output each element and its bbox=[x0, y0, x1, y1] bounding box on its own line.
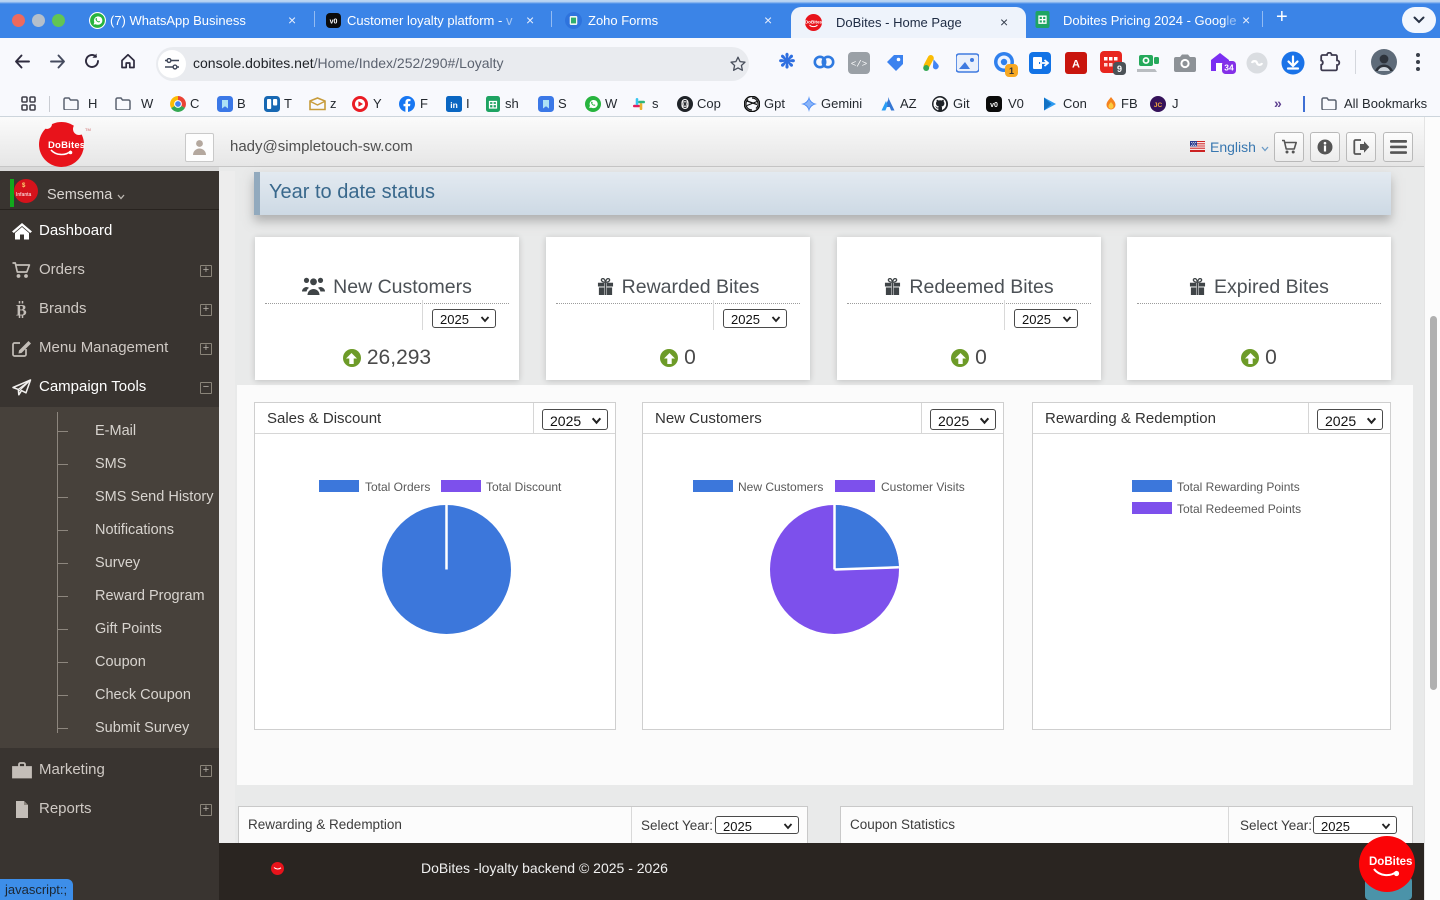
svg-text:B: B bbox=[16, 303, 27, 319]
svg-text:34: 34 bbox=[1224, 63, 1234, 73]
svg-text:</>: </> bbox=[851, 60, 867, 70]
svg-text:A: A bbox=[1072, 59, 1080, 71]
svg-text:1: 1 bbox=[1009, 66, 1014, 76]
svg-text:JC: JC bbox=[1154, 102, 1163, 109]
svg-text:DoBites: DoBites bbox=[805, 20, 822, 25]
svg-text:in: in bbox=[450, 100, 458, 110]
svg-text:9: 9 bbox=[1117, 64, 1122, 74]
svg-text:v0: v0 bbox=[990, 102, 998, 109]
svg-text:v0: v0 bbox=[330, 19, 338, 26]
